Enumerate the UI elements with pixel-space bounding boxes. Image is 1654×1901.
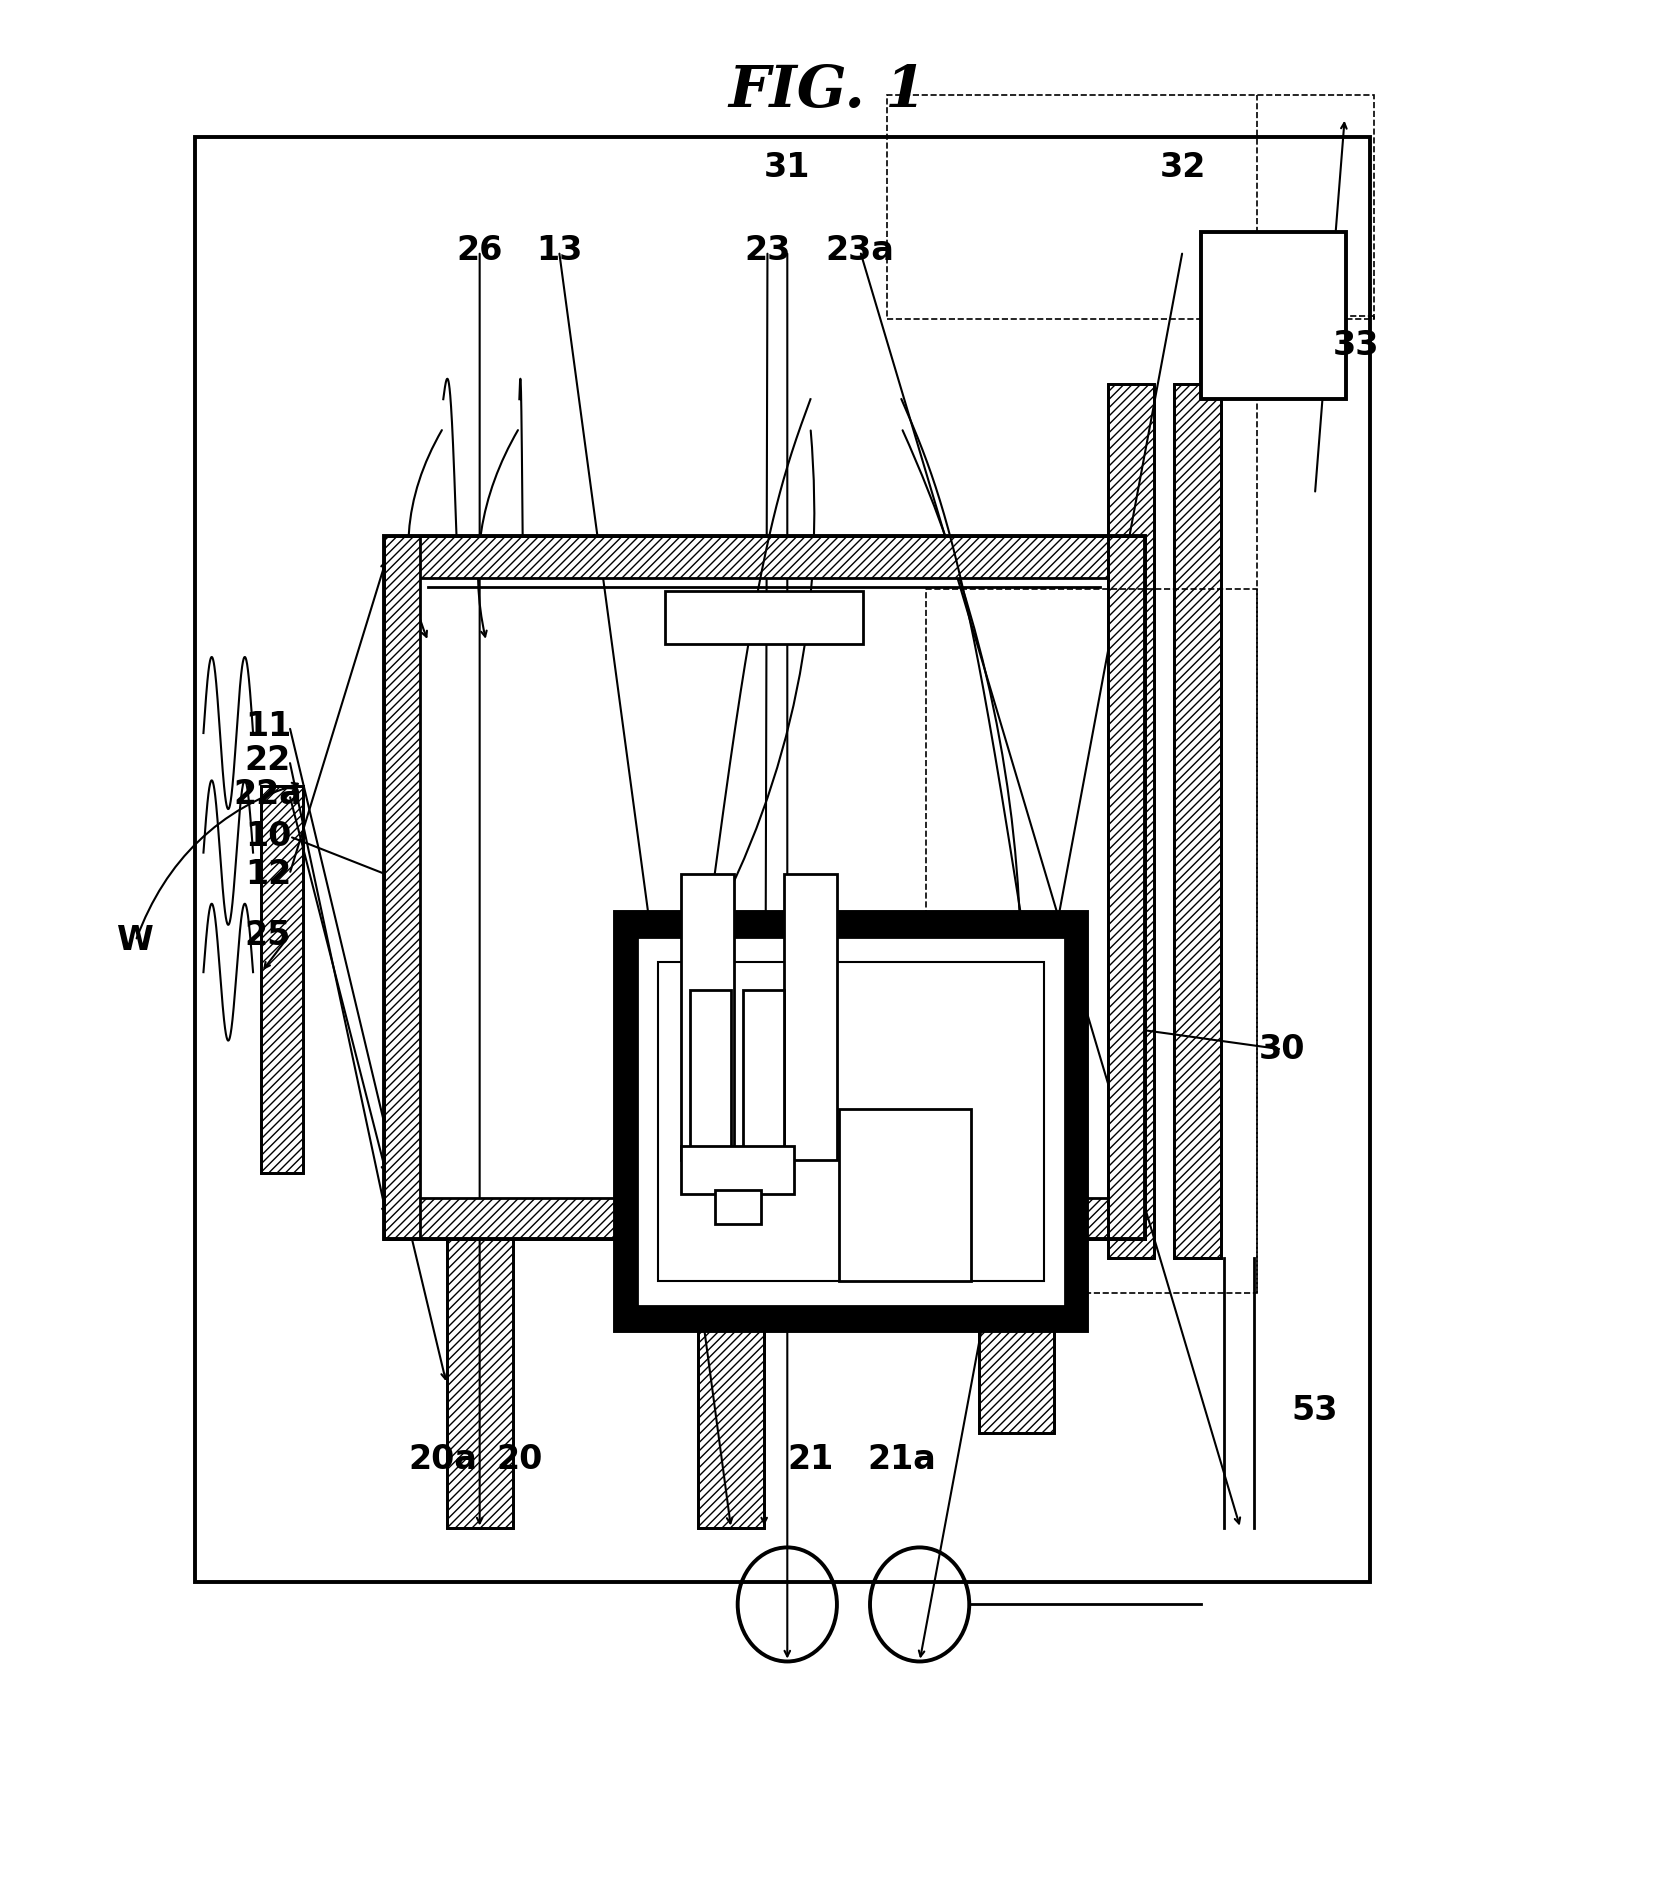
Bar	[261, 785, 303, 1173]
Text: 22a: 22a	[233, 778, 303, 812]
Bar	[1201, 232, 1346, 399]
Bar	[384, 536, 1145, 578]
Bar	[1108, 536, 1145, 1239]
Bar	[384, 1198, 1145, 1239]
Text: 11: 11	[245, 709, 291, 743]
Bar	[447, 1239, 513, 1528]
Text: 10: 10	[245, 819, 291, 854]
Text: 33: 33	[1333, 329, 1379, 363]
Text: 13: 13	[536, 234, 582, 268]
Bar	[1174, 384, 1221, 1258]
Bar	[665, 591, 863, 644]
Bar	[384, 536, 420, 1239]
Bar	[681, 1146, 794, 1194]
Bar	[681, 874, 734, 1160]
Bar	[384, 536, 1145, 1239]
Bar	[743, 990, 784, 1152]
Bar	[637, 937, 1065, 1306]
Text: 22: 22	[245, 743, 291, 778]
Bar	[979, 1239, 1054, 1433]
Text: FIG. 1: FIG. 1	[728, 63, 926, 120]
Bar	[979, 1239, 1054, 1433]
Bar	[615, 912, 1087, 1331]
Bar	[698, 1239, 764, 1528]
Text: 31: 31	[764, 150, 810, 184]
Bar	[784, 874, 837, 1160]
Bar	[926, 589, 1257, 1293]
Text: 20a: 20a	[409, 1443, 478, 1477]
Bar	[195, 137, 1370, 1582]
Bar	[690, 990, 731, 1152]
Bar	[715, 1190, 761, 1224]
Bar	[1174, 384, 1221, 1258]
Bar	[261, 785, 303, 1173]
Bar	[1108, 384, 1154, 1258]
Text: 30: 30	[1259, 1032, 1305, 1066]
Bar	[447, 1239, 513, 1528]
Text: 23a: 23a	[825, 234, 895, 268]
Text: 21a: 21a	[867, 1443, 936, 1477]
Text: 26: 26	[457, 234, 503, 268]
Text: 32: 32	[1159, 150, 1206, 184]
Bar	[698, 1239, 764, 1528]
Bar	[1108, 384, 1154, 1258]
Text: 20: 20	[496, 1443, 543, 1477]
Bar	[658, 962, 1044, 1281]
Bar	[887, 95, 1374, 319]
Text: 25: 25	[245, 918, 291, 952]
Text: 12: 12	[245, 857, 291, 892]
Text: 53: 53	[1292, 1393, 1338, 1428]
Bar	[420, 578, 1108, 1198]
Text: 21: 21	[787, 1443, 834, 1477]
Text: W: W	[117, 924, 154, 958]
Text: 23: 23	[744, 234, 791, 268]
Bar	[839, 1110, 971, 1281]
